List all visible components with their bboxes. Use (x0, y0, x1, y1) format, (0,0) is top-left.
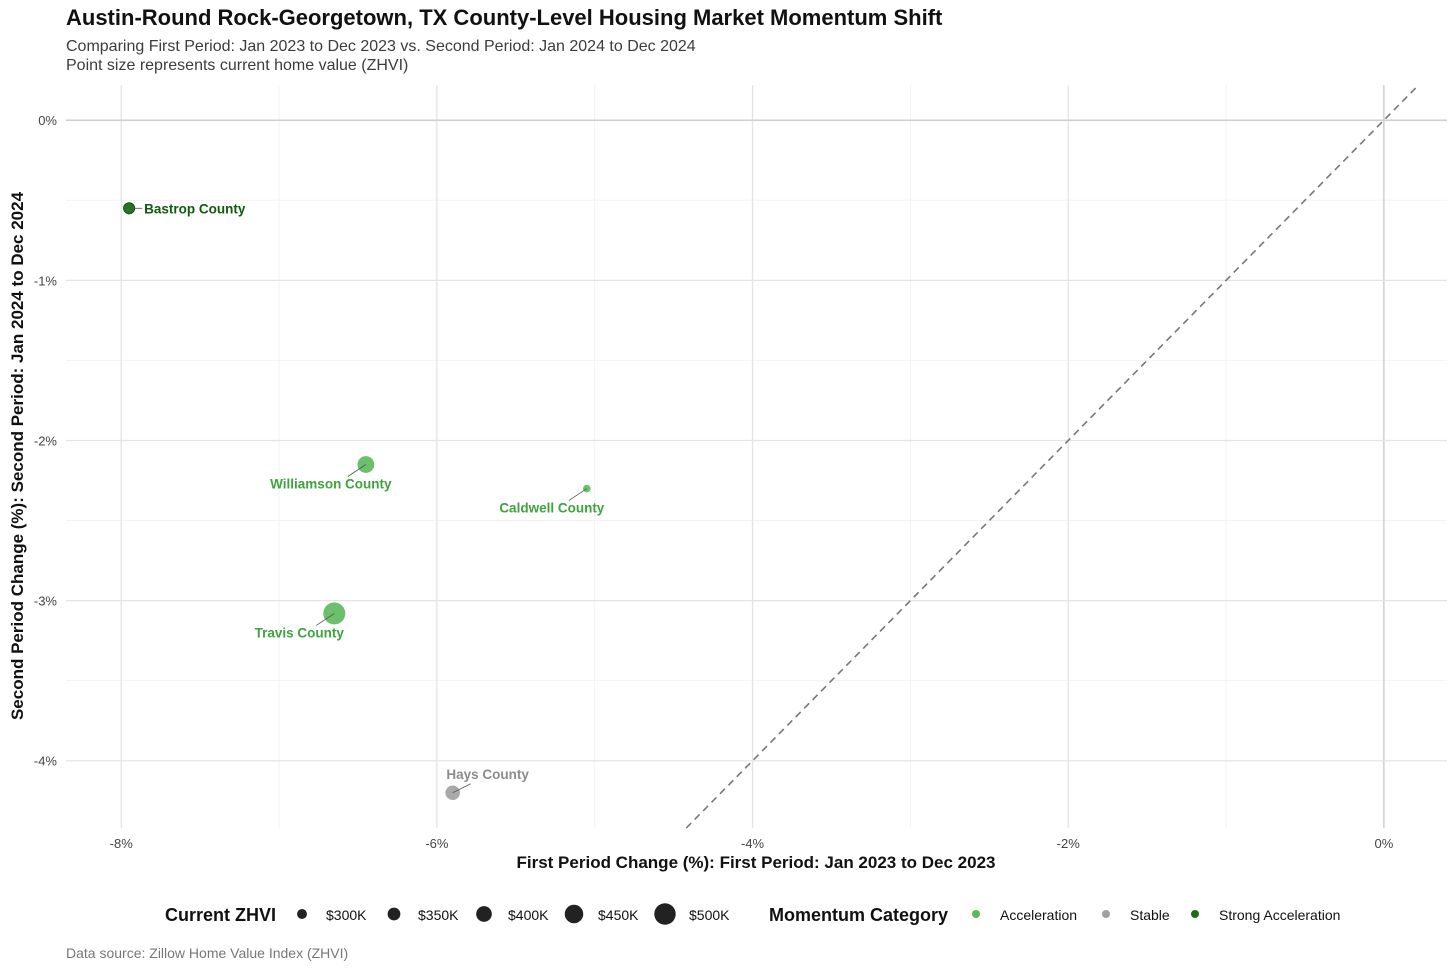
point-label: Travis County (255, 625, 345, 640)
chart-title: Austin-Round Rock-Georgetown, TX County-… (66, 5, 943, 30)
chart-subtitle-line1: Comparing First Period: Jan 2023 to Dec … (66, 38, 696, 55)
size-legend-key (564, 904, 584, 924)
point-labels: Bastrop County Williamson County Caldwell … (129, 201, 605, 794)
size-legend-key (476, 906, 492, 922)
x-axis-label: First Period Change (%): First Period: J… (517, 853, 996, 872)
x-tick-label: 0% (1374, 836, 1393, 851)
label-leader-line (568, 488, 588, 501)
size-legend-label: $450K (598, 907, 639, 923)
x-tick-label: -4% (741, 836, 765, 851)
color-legend-label: Acceleration (1000, 907, 1077, 923)
x-tick-label: -6% (425, 836, 449, 851)
color-legend-title: Momentum Category (769, 905, 948, 925)
label-leader-line (452, 783, 471, 794)
chart-subtitle-line2: Point size represents current home value… (66, 57, 409, 74)
size-legend-label: $500K (689, 907, 730, 923)
label-leader-line (347, 464, 367, 477)
label-leader-line (316, 613, 335, 626)
legend: Current ZHVI $300K $350K $400K $450K $500K M… (165, 903, 1340, 925)
color-legend-label: Strong Acceleration (1219, 907, 1340, 923)
color-legend-key (972, 910, 980, 918)
point-label: Hays County (446, 767, 529, 782)
point-label: Bastrop County (144, 201, 246, 216)
size-legend-key (654, 903, 676, 925)
size-legend-title: Current ZHVI (165, 905, 276, 925)
size-legend-key (387, 907, 401, 921)
color-legend-items: Acceleration Stable Strong Acceleration (972, 907, 1340, 923)
diagonal-reference-line (685, 84, 1420, 829)
point-label: Caldwell County (499, 501, 604, 516)
size-legend-label: $350K (418, 907, 459, 923)
y-tick-label: 0% (38, 113, 57, 128)
grid-lines (66, 85, 1447, 828)
point-label: Williamson County (270, 477, 392, 492)
color-legend-key (1102, 910, 1110, 918)
y-tick-label: -1% (34, 273, 58, 288)
size-legend-label: $400K (508, 907, 549, 923)
y-tick-label: -3% (34, 594, 58, 609)
x-tick-label: -8% (110, 836, 134, 851)
y-tick-label: -2% (34, 433, 58, 448)
size-legend-label: $300K (326, 907, 367, 923)
size-legend-items: $300K $350K $400K $450K $500K (297, 903, 730, 925)
y-tick-label: -4% (34, 754, 58, 769)
size-legend-key (297, 909, 307, 919)
y-axis-label: Second Period Change (%): Second Period:… (8, 191, 27, 720)
color-legend-label: Stable (1130, 907, 1170, 923)
data-source-caption: Data source: Zillow Home Value Index (ZH… (66, 945, 349, 961)
axis-ticks: -8% -6% -4% -2% 0% 0% -1% -2% -3% -4% (34, 113, 1394, 851)
x-tick-label: -2% (1057, 836, 1081, 851)
color-legend-key (1191, 910, 1199, 918)
